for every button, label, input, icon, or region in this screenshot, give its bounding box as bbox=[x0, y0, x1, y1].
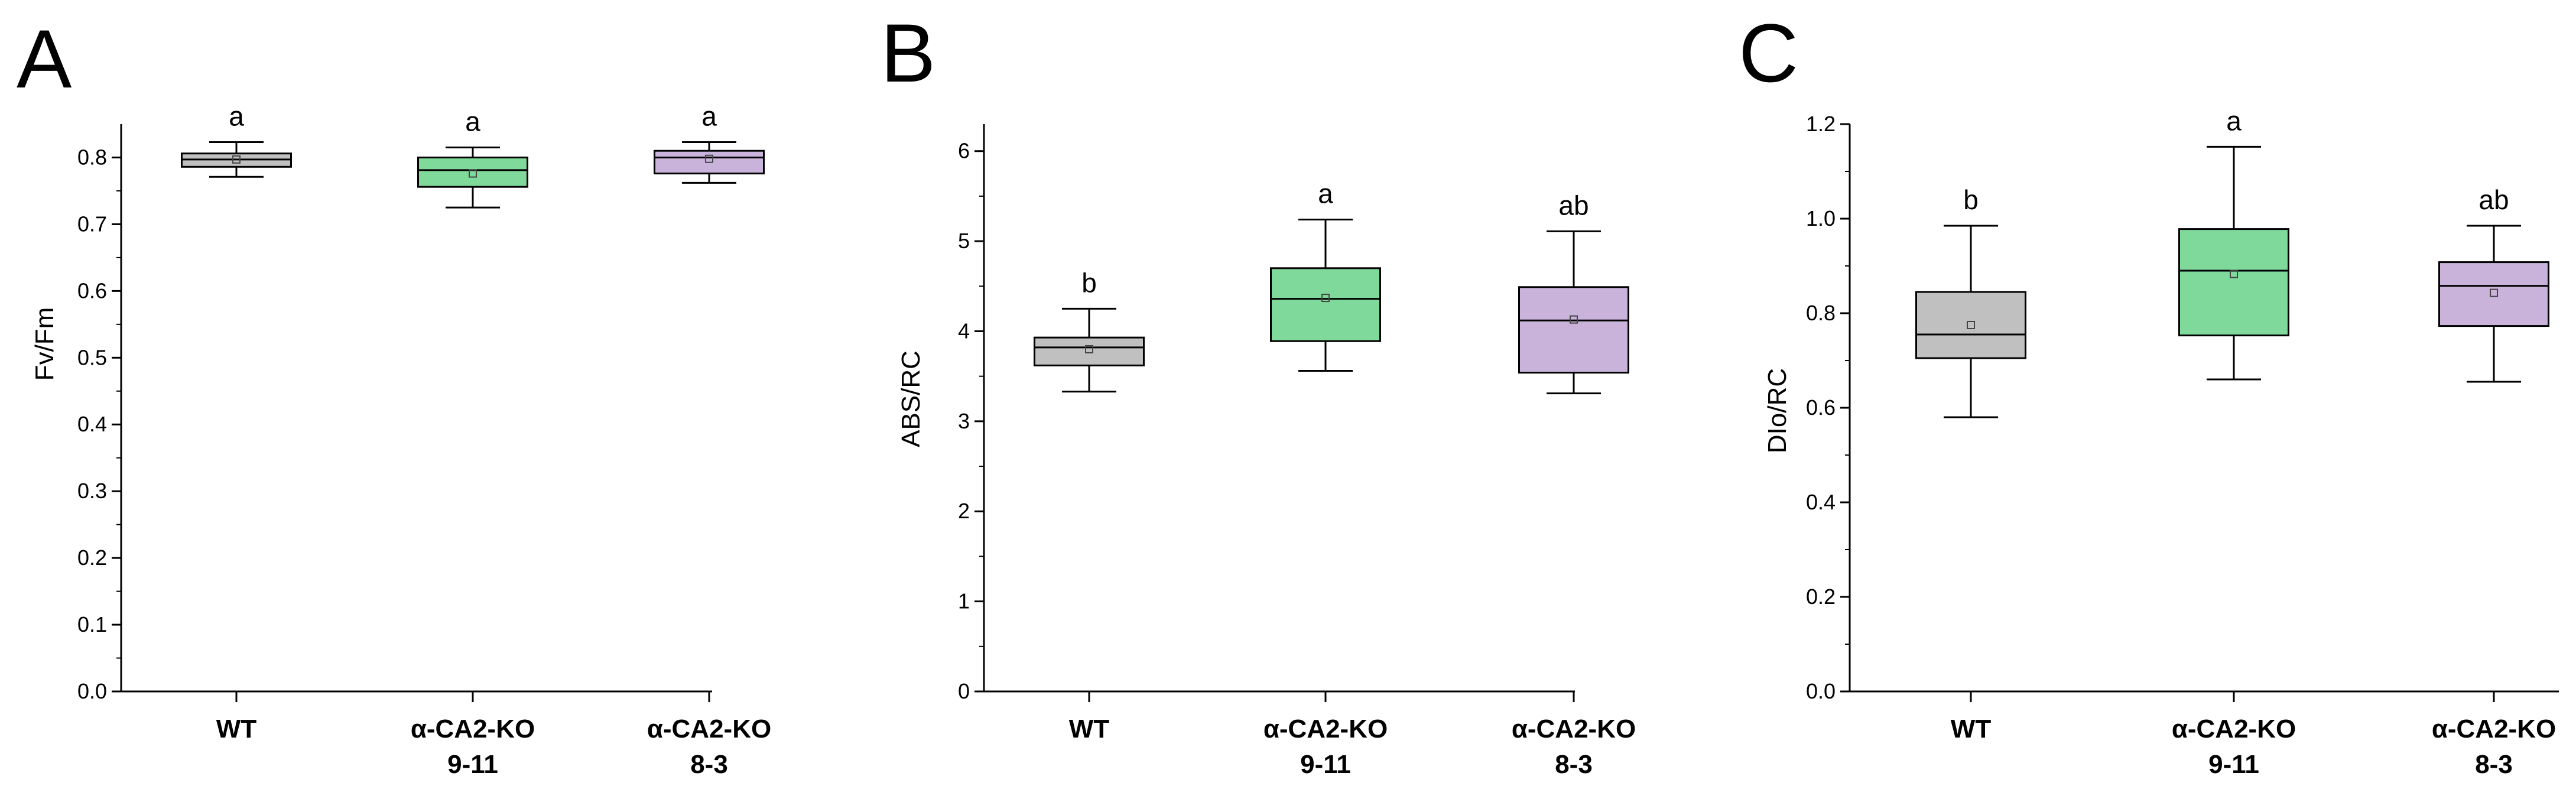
mean-marker bbox=[2230, 269, 2238, 278]
panel-label: C bbox=[1739, 7, 1798, 99]
x-category-label: α-CA2-KO bbox=[1512, 714, 1636, 743]
y-tick-label: 0.0 bbox=[77, 679, 107, 703]
y-tick-label: 0.6 bbox=[1806, 395, 1836, 420]
y-tick-label: 1.0 bbox=[1806, 206, 1836, 230]
y-tick-label: 3 bbox=[958, 409, 970, 433]
y-tick-label: 0.0 bbox=[1806, 679, 1836, 703]
iqr-box bbox=[2438, 261, 2549, 327]
mean-marker bbox=[1321, 294, 1330, 303]
mean-marker bbox=[1570, 315, 1578, 324]
iqr-box bbox=[2178, 228, 2289, 337]
significance-letter: b bbox=[1963, 184, 1979, 215]
y-tick-label: 0.3 bbox=[77, 479, 107, 503]
y-tick-label: 0.1 bbox=[77, 612, 107, 636]
x-category-label: WT bbox=[1951, 714, 1992, 743]
y-tick-label: 0.4 bbox=[1806, 490, 1836, 514]
y-tick-label: 0 bbox=[958, 679, 970, 703]
y-axis-title: ABS/RC bbox=[896, 350, 925, 447]
y-tick-label: 5 bbox=[958, 229, 970, 253]
panel-label: B bbox=[881, 7, 935, 99]
y-tick-label: 0.4 bbox=[77, 412, 107, 436]
iqr-box bbox=[1270, 267, 1381, 342]
y-tick-label: 2 bbox=[958, 499, 970, 523]
significance-letter: a bbox=[1318, 178, 1333, 209]
mean-marker bbox=[1967, 321, 1975, 329]
mean-marker bbox=[232, 155, 241, 164]
y-tick-label: 0.6 bbox=[77, 278, 107, 303]
significance-letter: b bbox=[1081, 267, 1097, 298]
iqr-box bbox=[1034, 336, 1145, 366]
x-category-sublabel: 8-3 bbox=[690, 750, 728, 779]
y-tick-label: 0.2 bbox=[77, 545, 107, 570]
y-tick-label: 0.5 bbox=[77, 345, 107, 369]
significance-letter: a bbox=[465, 106, 480, 137]
panel-b: B ABS/RC 0 1 2 3 4 5 6 WT α-CA2-KO 9-11 α-CA2-KO 8-… bbox=[881, 7, 1636, 779]
y-tick-label: 1 bbox=[958, 589, 970, 613]
x-category-label: WT bbox=[216, 714, 257, 743]
panel-c: C DIo/RC 0.0 0.2 0.4 0.6 0.8 1.0 1.2 WT α-CA2-KO… bbox=[1739, 7, 2559, 779]
y-tick-label: 0.8 bbox=[1806, 301, 1836, 325]
mean-marker bbox=[469, 169, 477, 178]
x-category-sublabel: 8-3 bbox=[2475, 750, 2513, 779]
y-axis-title: DIo/RC bbox=[1763, 368, 1792, 453]
significance-letter: a bbox=[229, 100, 244, 131]
y-tick-label: 0.2 bbox=[1806, 584, 1836, 609]
x-category-sublabel: 9-11 bbox=[1300, 750, 1351, 779]
y-tick-label: 1.2 bbox=[1806, 112, 1836, 136]
significance-letter: ab bbox=[1558, 190, 1589, 220]
y-tick-label: 6 bbox=[958, 139, 970, 163]
significance-letter: a bbox=[2226, 105, 2242, 136]
x-category-sublabel: 9-11 bbox=[2208, 750, 2259, 779]
significance-letter: ab bbox=[2478, 184, 2509, 215]
y-tick-label: 4 bbox=[958, 319, 970, 343]
panel-a: A Fv/Fm 0.0 0.1 0.2 0.3 0.4 0.5 0.6 0.7 0.8 WT α-C… bbox=[17, 12, 771, 779]
mean-marker bbox=[2490, 288, 2498, 297]
mean-marker bbox=[705, 154, 713, 163]
x-category-label: α-CA2-KO bbox=[2432, 714, 2556, 743]
x-category-label: α-CA2-KO bbox=[1263, 714, 1388, 743]
y-axis-title: Fv/Fm bbox=[30, 307, 59, 381]
x-category-sublabel: 8-3 bbox=[1555, 750, 1593, 779]
iqr-box bbox=[417, 156, 528, 188]
x-category-sublabel: 9-11 bbox=[447, 750, 498, 779]
plot-area: 0.0 0.1 0.2 0.3 0.4 0.5 0.6 0.7 0.8 WT α-CA2-KO 9-1… bbox=[77, 100, 771, 779]
plot-area: 0 1 2 3 4 5 6 WT α-CA2-KO 9-11 α-CA2-KO 8-3 b a ab bbox=[958, 124, 1636, 779]
y-tick-label: 0.8 bbox=[77, 145, 107, 169]
panel-label: A bbox=[17, 12, 72, 105]
y-tick-label: 0.7 bbox=[77, 212, 107, 236]
plot-area: 0.0 0.2 0.4 0.6 0.8 1.0 1.2 WT α-CA2-KO 9-11 α-CA2… bbox=[1806, 105, 2559, 779]
x-category-label: WT bbox=[1069, 714, 1110, 743]
iqr-box bbox=[1915, 291, 2026, 359]
x-category-label: α-CA2-KO bbox=[411, 714, 535, 743]
significance-letter: a bbox=[701, 100, 717, 131]
mean-marker bbox=[1085, 345, 1093, 353]
x-category-label: α-CA2-KO bbox=[647, 714, 771, 743]
iqr-box bbox=[1518, 286, 1629, 374]
x-category-label: α-CA2-KO bbox=[2172, 714, 2296, 743]
